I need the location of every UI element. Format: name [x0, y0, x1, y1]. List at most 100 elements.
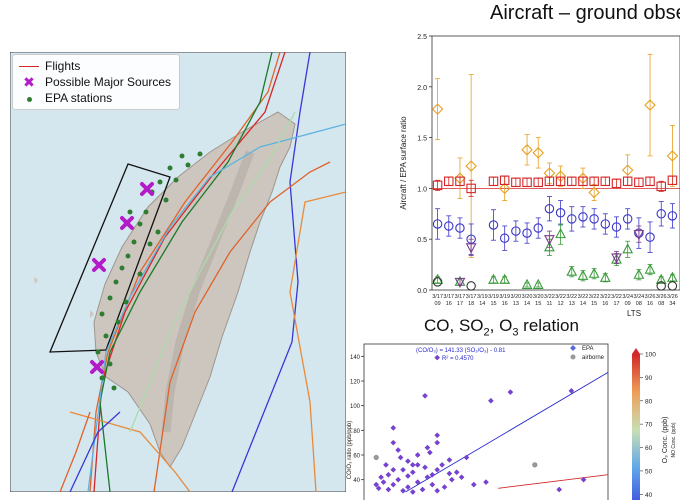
epa-point: [434, 439, 441, 446]
epa-point: [470, 481, 477, 488]
epa-point: [580, 476, 587, 483]
epa-stations: [95, 151, 203, 391]
marker-o3: [543, 241, 555, 252]
epa-point: [422, 392, 428, 399]
x-tick-label: 15: [490, 301, 496, 307]
airborne-point: [532, 462, 538, 468]
x-tick-label: 3/22: [544, 294, 555, 300]
legend-label-epa: EPA stations: [45, 91, 113, 105]
marker-so2: [499, 233, 510, 243]
legend-row-flights: Flights: [19, 58, 80, 74]
marker-co: [600, 176, 611, 187]
fit-r2: R² = 0.4570: [442, 356, 474, 362]
marker-so2: [444, 221, 454, 231]
marker-co: [432, 180, 443, 191]
epa-point: [385, 471, 392, 478]
y-tick-label: 40: [353, 478, 360, 484]
marker-co: [455, 176, 465, 187]
epa-point: [434, 354, 441, 361]
y-axis-label: CO/O₃ ratio (ppb/ppb): [347, 421, 353, 479]
x-tick-label: 3/26: [667, 294, 678, 300]
epa-point: [414, 462, 421, 468]
epa-point: [414, 452, 421, 458]
x-tick-label: 16: [647, 301, 653, 307]
marker-black: [432, 277, 443, 287]
legend-dot-icon: [19, 91, 39, 105]
y-tick-label: 60: [353, 454, 360, 460]
x-tick-label: 3/22: [611, 294, 622, 300]
legend-row-sources: ✖ Possible Major Sources: [19, 74, 171, 90]
legend-label-flights: Flights: [45, 59, 81, 73]
x-tick-label: 3/17: [432, 294, 443, 300]
fit-line: [498, 474, 609, 489]
ratio-chart: 0.0 0.5 1.0 1.5 2.0 2.5 Aircraft / EPA surface…: [399, 34, 680, 318]
major-sources: [90, 182, 154, 374]
marker-nox: [588, 186, 600, 199]
plot-frame: [363, 343, 609, 500]
x-tick-label: 3/19: [488, 294, 499, 300]
x-tick-label: 15: [535, 301, 541, 307]
marker-so2: [511, 226, 521, 236]
epa-point: [463, 454, 470, 461]
epa-point: [405, 484, 411, 490]
y-tick-label: 100: [350, 404, 361, 410]
x-tick-label: 08: [636, 301, 642, 307]
x-tick-label: 3/17: [455, 294, 466, 300]
epa-point: [395, 447, 401, 453]
legend-line-icon: [19, 65, 39, 67]
y-tick-label: 2.0: [417, 85, 427, 92]
marker-co: [544, 176, 555, 187]
x-tick-label: 3/20: [522, 294, 533, 300]
marker-so2: [622, 214, 633, 224]
epa-point: [556, 486, 563, 493]
marker-nox: [621, 164, 634, 176]
x-tick-label: 3/20: [511, 294, 522, 300]
x-tick-label: 3/19: [477, 294, 488, 300]
legend-marker-epa: [570, 345, 576, 351]
marker-co: [634, 177, 644, 188]
co-so2-chart: 40 60 80 100 120 140 CO/O₃ ratio (ppb/ppb) (CO/…: [347, 343, 677, 500]
marker-black: [466, 281, 476, 291]
marker-o3: [488, 273, 499, 284]
x-tick-label: 3/17: [443, 294, 454, 300]
epa-point: [507, 389, 514, 395]
x-tick-label: 14: [479, 301, 485, 307]
marker-so2: [522, 228, 532, 238]
epa-point: [424, 474, 431, 481]
marker-o3: [655, 273, 667, 284]
marker-nox: [465, 160, 477, 172]
epa-point: [385, 486, 392, 493]
x-tick-label: 09: [625, 301, 631, 307]
x-tick-label: 3/17: [466, 294, 477, 300]
marker-nox: [644, 99, 656, 111]
marker-o3: [454, 275, 466, 286]
map-legend: Flights ✖ Possible Major Sources EPA sta…: [12, 54, 180, 110]
epa-point: [488, 397, 494, 404]
x-tick-label: 3/24: [622, 294, 633, 300]
x-tick-label: 11: [547, 301, 553, 307]
marker-o3: [432, 273, 444, 284]
panel2-title-sub1: 2: [483, 326, 490, 339]
x-tick-label: 16: [602, 301, 608, 307]
x-tick-label: 3/22: [555, 294, 566, 300]
colorbar-tick-label: 80: [645, 398, 653, 405]
epa-point: [390, 439, 397, 446]
marker-nox: [521, 144, 533, 156]
panel2-title-sub2: 3: [512, 326, 519, 339]
epa-point: [429, 471, 436, 478]
marker-so2: [589, 214, 599, 224]
epa-point: [441, 484, 448, 490]
x-tick-label: 3/22: [600, 294, 611, 300]
marker-so2: [544, 203, 555, 214]
y-axis-label: Aircraft / EPA surface ratio: [399, 116, 408, 210]
island-relief: [161, 150, 255, 433]
y-tick-label: 120: [350, 380, 361, 386]
x-tick-label: 16: [446, 301, 452, 307]
marker-co: [667, 175, 678, 186]
marker-co: [533, 177, 543, 188]
x-tick-label: 3/22: [578, 294, 589, 300]
x-tick-label: 3/26: [656, 294, 667, 300]
epa-point: [439, 462, 445, 468]
marker-black: [656, 281, 666, 291]
marker-o3: [577, 269, 589, 280]
